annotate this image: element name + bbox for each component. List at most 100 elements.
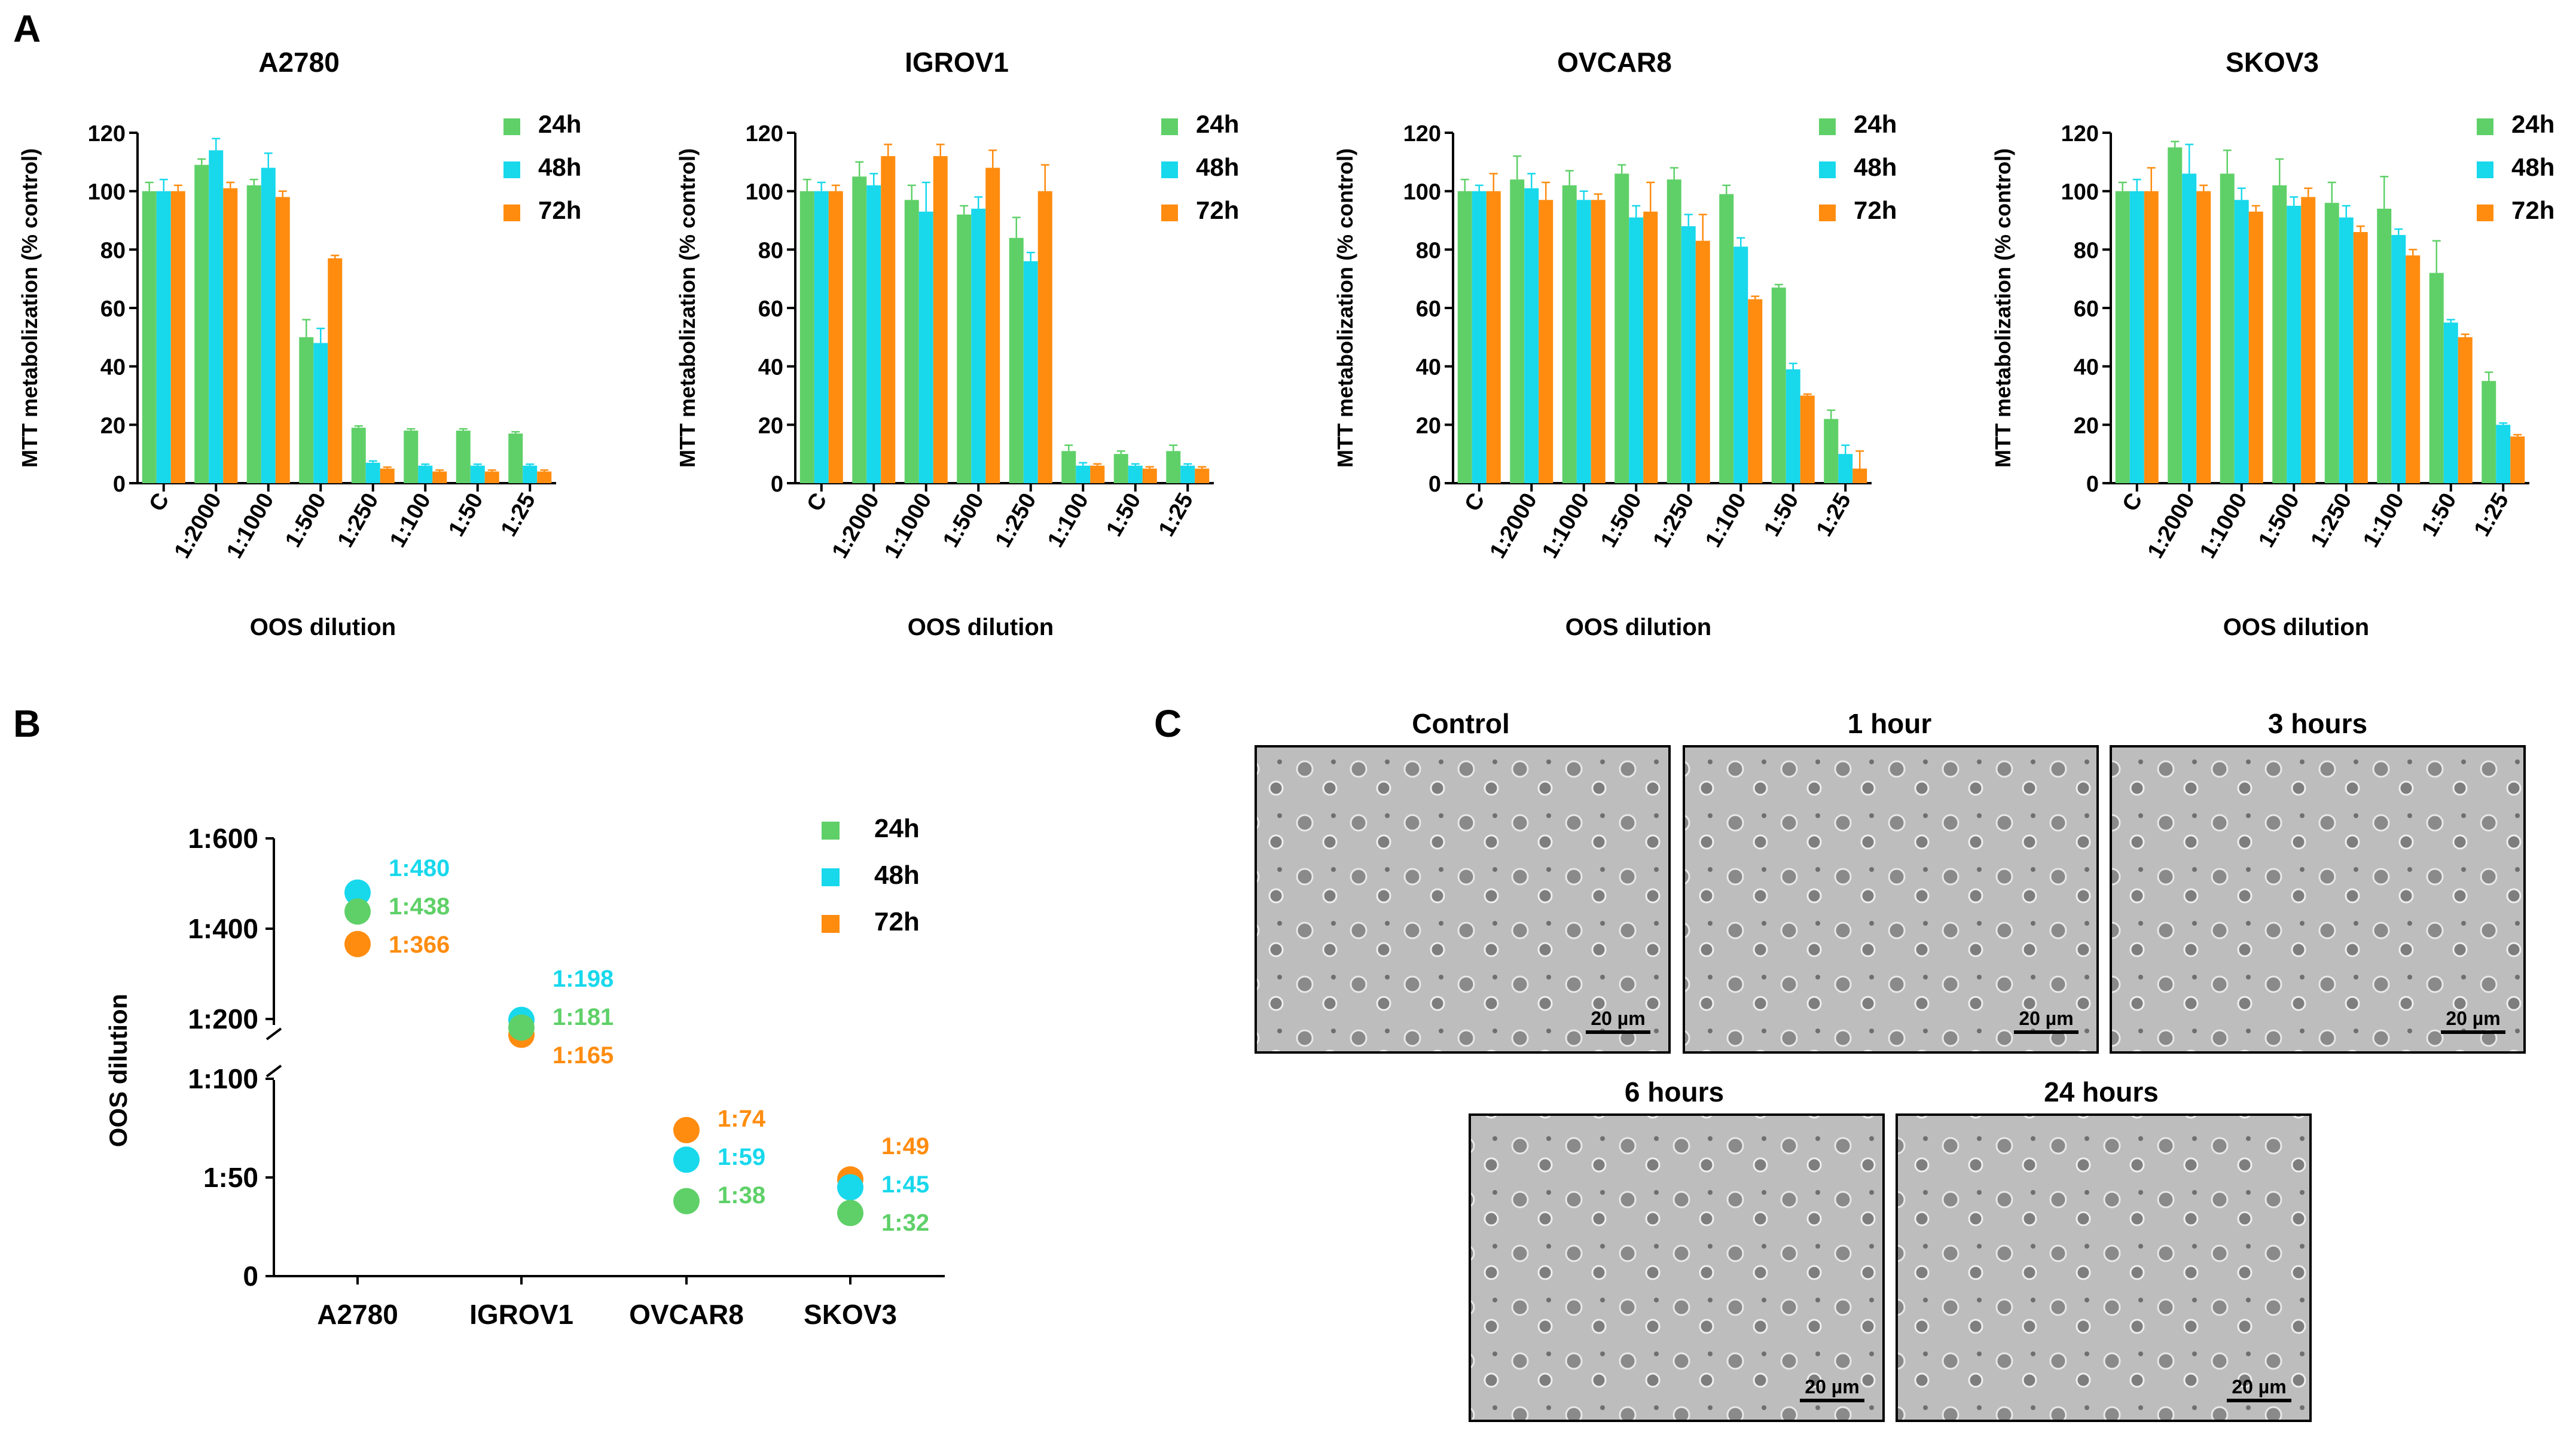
bar-24h bbox=[2324, 203, 2339, 483]
y-tick-label: 100 bbox=[746, 180, 783, 205]
bar-48h bbox=[1128, 465, 1143, 483]
bar-24h bbox=[1824, 419, 1839, 483]
bar-chart-skov3: SKOV3 0 20 40 60 80 100 120 MTT metabolization (… bbox=[1991, 47, 2554, 640]
y-tick-label: 60 bbox=[2074, 297, 2099, 322]
x-tick-label: 1:250 bbox=[1649, 489, 1699, 552]
legend-swatch-24h bbox=[503, 118, 520, 135]
chart-title: A2780 bbox=[258, 47, 340, 78]
bar-48h bbox=[523, 465, 538, 483]
legend-label: 48h bbox=[1854, 153, 1897, 181]
y-axis-label: MTT metabolization (% control) bbox=[17, 148, 42, 468]
value-label-72h: 1:49 bbox=[881, 1133, 929, 1160]
micrograph-title: 1 hour bbox=[1848, 708, 1932, 739]
bar-72h bbox=[1643, 211, 1658, 483]
value-label-48h: 1:480 bbox=[389, 855, 450, 881]
bar-48h bbox=[1023, 261, 1038, 483]
legend-label: 48h bbox=[2511, 153, 2554, 181]
bar-72h bbox=[1591, 200, 1606, 483]
scale-bar-label: 20 µm bbox=[1591, 1008, 1645, 1029]
dot-plot-oos-dilution: 0 1:50 1:100 1:200 1:400 1:600 OOS dilution A27… bbox=[104, 814, 945, 1330]
bar-24h bbox=[1009, 237, 1024, 483]
y-tick-label: 0 bbox=[2086, 472, 2099, 497]
y-tick-label: 120 bbox=[1403, 121, 1441, 147]
y-tick-label: 60 bbox=[1416, 297, 1441, 322]
legend-label: 48h bbox=[538, 153, 581, 181]
x-tick-label: 1:2000 bbox=[2143, 489, 2200, 563]
bar-48h bbox=[1786, 369, 1800, 483]
dot-72h bbox=[673, 1116, 700, 1143]
value-label-24h: 1:438 bbox=[389, 893, 450, 920]
bar-48h bbox=[2339, 217, 2354, 483]
bar-72h bbox=[1142, 468, 1157, 483]
bar-72h bbox=[2248, 211, 2263, 483]
bar-72h bbox=[223, 188, 238, 483]
y-tick-label: 100 bbox=[88, 180, 126, 205]
bar-72h bbox=[1195, 468, 1210, 483]
bar-72h bbox=[432, 471, 447, 483]
bar-24h bbox=[904, 200, 919, 483]
y-tick-label: 80 bbox=[2074, 238, 2099, 263]
y-tick-label: 0 bbox=[1429, 472, 1441, 497]
y-axis-label: MTT metabolization (% control) bbox=[1333, 148, 1357, 468]
bar-48h bbox=[365, 462, 380, 483]
x-axis-label: OOS dilution bbox=[2223, 614, 2369, 640]
bar-72h bbox=[2353, 232, 2368, 483]
y-tick-label: 0 bbox=[113, 472, 126, 497]
x-tick-label: 1:25 bbox=[496, 489, 541, 541]
x-tick-label: 1:250 bbox=[2306, 489, 2357, 552]
bar-48h bbox=[2234, 200, 2249, 483]
y-tick-label: 0 bbox=[243, 1261, 258, 1292]
legend-swatch-72h bbox=[503, 205, 520, 221]
x-tick-label: C bbox=[2117, 489, 2147, 516]
bar-72h bbox=[2406, 255, 2421, 483]
x-tick-label: 1:100 bbox=[1043, 489, 1094, 552]
y-tick-label: 1:400 bbox=[188, 913, 258, 944]
scale-bar-label: 20 µm bbox=[2232, 1376, 2286, 1398]
chart-title: OVCAR8 bbox=[1557, 47, 1672, 78]
bar-72h bbox=[484, 471, 499, 483]
bar-72h bbox=[1852, 468, 1867, 483]
scale-bar-label: 20 µm bbox=[2446, 1008, 2500, 1029]
y-tick-label: 40 bbox=[2074, 355, 2099, 380]
value-label-48h: 1:198 bbox=[553, 966, 614, 992]
bar-72h bbox=[2301, 197, 2316, 483]
legend-label: 72h bbox=[538, 196, 581, 224]
dot-72h bbox=[344, 930, 371, 957]
x-tick-label: 1:100 bbox=[1701, 489, 1751, 552]
bar-24h bbox=[1457, 191, 1472, 483]
legend-swatch-24h bbox=[822, 822, 840, 840]
chart-title: SKOV3 bbox=[2226, 47, 2319, 78]
legend-swatch-48h bbox=[1819, 161, 1836, 178]
legend-swatch-72h bbox=[2477, 205, 2493, 221]
x-tick-label: 1:500 bbox=[938, 489, 989, 552]
micrograph-title: 24 hours bbox=[2044, 1076, 2159, 1107]
bar-72h bbox=[985, 167, 1000, 484]
bar-72h bbox=[1037, 191, 1052, 483]
dot-24h bbox=[508, 1014, 535, 1041]
bar-24h bbox=[299, 337, 314, 483]
bar-48h bbox=[1076, 465, 1091, 483]
micrograph-image bbox=[1896, 1113, 2312, 1422]
legend-swatch-48h bbox=[1161, 161, 1178, 178]
y-tick-label: 60 bbox=[100, 297, 126, 322]
x-tick-label: OVCAR8 bbox=[629, 1299, 744, 1330]
y-tick-label: 1:100 bbox=[188, 1063, 258, 1094]
x-axis-label: OOS dilution bbox=[1565, 614, 1711, 640]
micrograph-title: 3 hours bbox=[2268, 708, 2367, 739]
value-label-72h: 1:165 bbox=[553, 1042, 614, 1069]
x-tick-label: A2780 bbox=[317, 1299, 398, 1330]
value-label-48h: 1:45 bbox=[881, 1171, 929, 1198]
micrograph-6-hours: 6 hours 20 µm bbox=[1469, 1076, 1885, 1422]
bar-24h bbox=[404, 431, 419, 483]
x-tick-label: 1:1000 bbox=[222, 489, 279, 563]
bar-48h bbox=[1733, 246, 1748, 483]
axis-break-mark bbox=[265, 1064, 282, 1078]
bar-48h bbox=[156, 191, 171, 483]
bar-24h bbox=[1667, 179, 1681, 483]
bar-72h bbox=[1539, 200, 1553, 483]
bar-48h bbox=[1472, 191, 1487, 483]
bar-24h bbox=[1562, 185, 1577, 483]
bar-48h bbox=[918, 211, 933, 483]
